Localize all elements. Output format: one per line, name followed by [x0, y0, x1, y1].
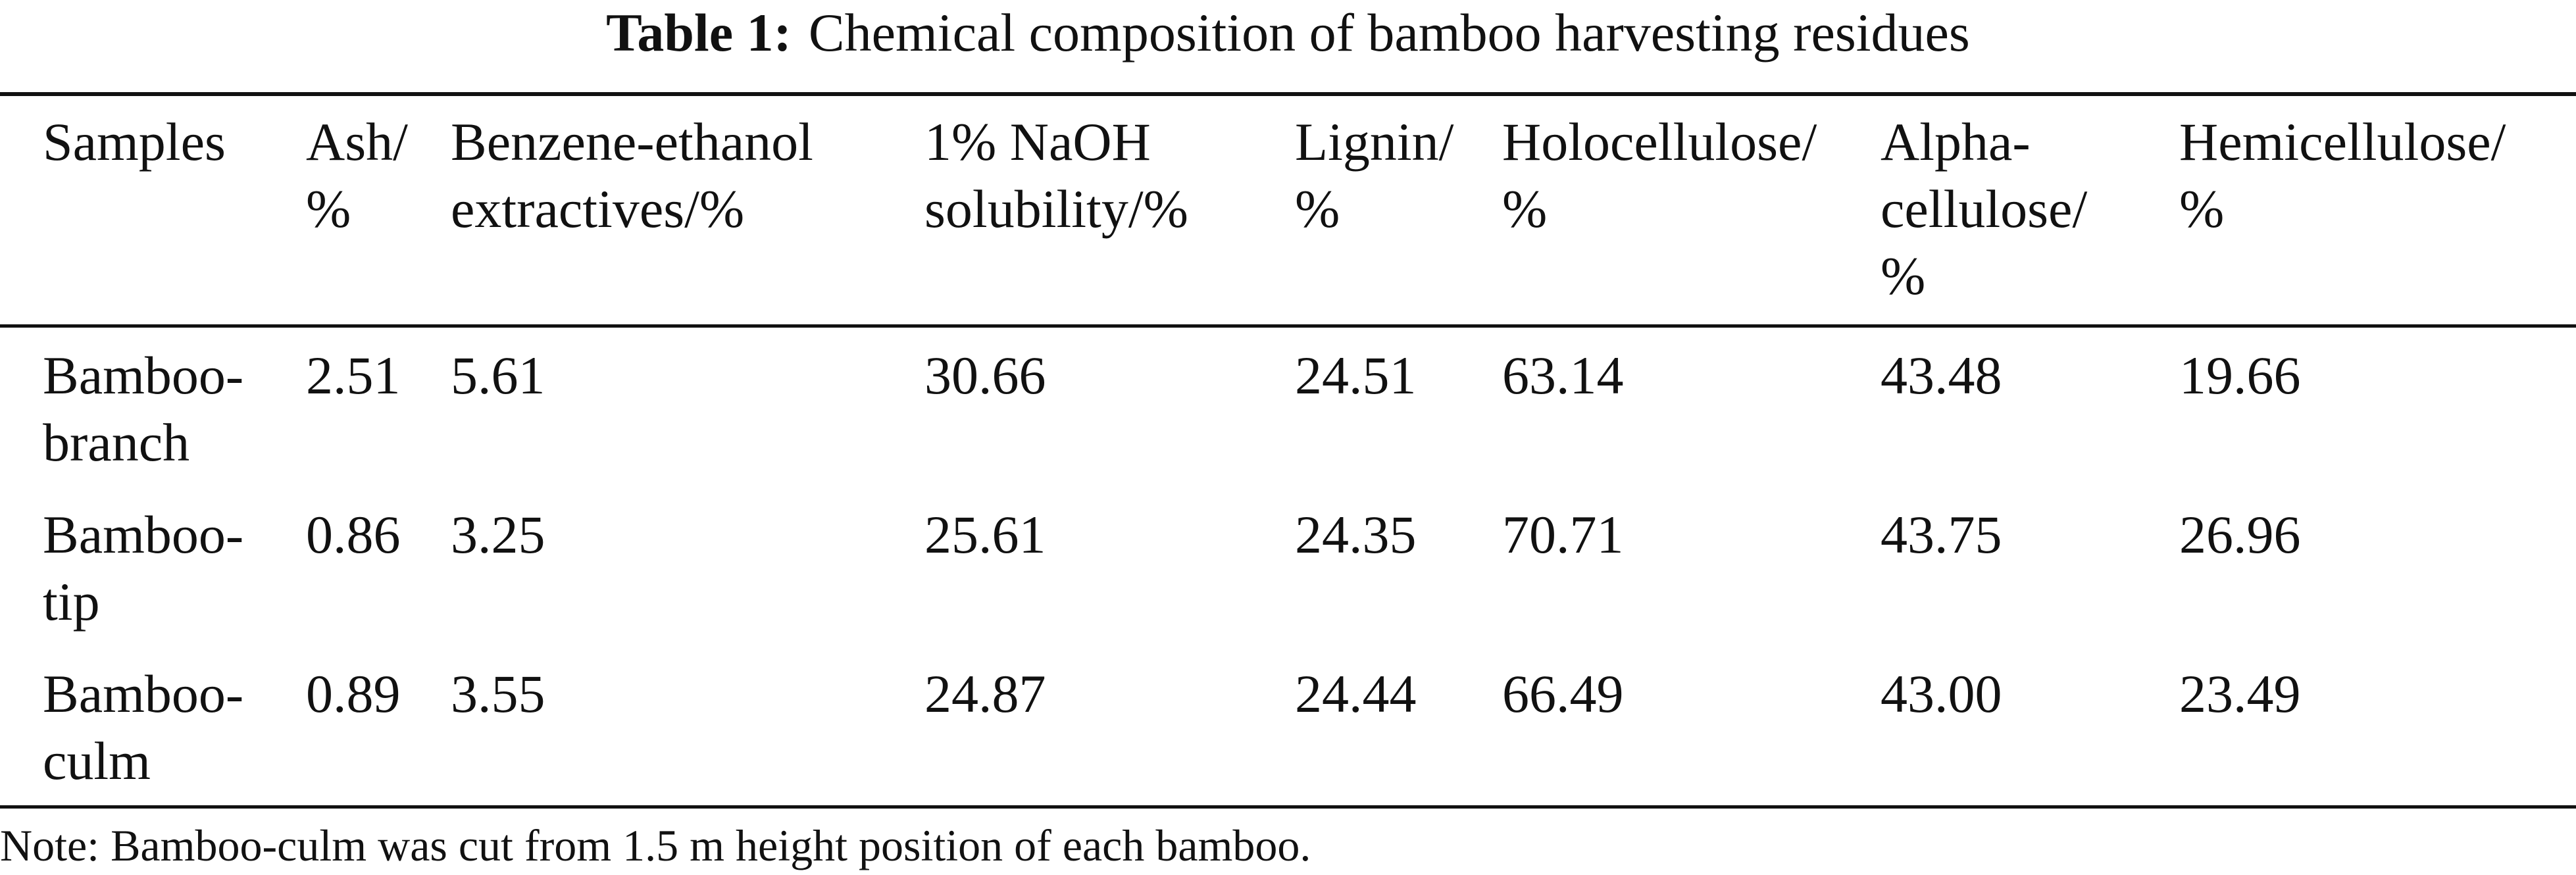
table-cell: 2.51 — [306, 345, 401, 405]
table-cell: 43.00 — [1881, 664, 2002, 724]
column-header-benzene-ethanol-extractives: Benzene-ethanol extractives/% — [451, 112, 813, 239]
table-footnote: Note: Bamboo-culm was cut from 1.5 m hei… — [0, 820, 1311, 870]
column-header-ash: Ash/ % — [306, 112, 408, 239]
column-header-holocellulose: Holocellulose/ % — [1502, 112, 1817, 239]
table-cell: 5.61 — [451, 345, 545, 405]
column-header-lignin: Lignin/ % — [1295, 112, 1454, 239]
table-cell: 25.61 — [924, 505, 1046, 564]
table-cell: 66.49 — [1502, 664, 1624, 724]
table-cell: 24.35 — [1295, 505, 1417, 564]
table-caption-label: Table 1: — [606, 3, 792, 63]
table-cell: 24.51 — [1295, 345, 1417, 405]
table-cell: 0.86 — [306, 505, 401, 564]
column-header-hemicellulose: Hemicellulose/ % — [2179, 112, 2506, 239]
table-cell: 30.66 — [924, 345, 1046, 405]
table-cell: 26.96 — [2179, 505, 2301, 564]
table-cell: 63.14 — [1502, 345, 1624, 405]
table-cell: 0.89 — [306, 664, 401, 724]
table-caption: Table 1: Chemical composition of bamboo h… — [0, 0, 2576, 72]
column-header-alpha-cellulose: Alpha- cellulose/ % — [1881, 112, 2088, 306]
table-cell: 3.55 — [451, 664, 545, 724]
table-cell: 23.49 — [2179, 664, 2301, 724]
table-header-rule — [0, 324, 2576, 328]
column-header-samples: Samples — [43, 112, 226, 172]
table-row-sample-label: Bamboo- tip — [43, 505, 244, 632]
table-bottom-rule — [0, 805, 2576, 809]
table-caption-text: Chemical composition of bamboo harvestin… — [808, 3, 1970, 63]
table-cell: 70.71 — [1502, 505, 1624, 564]
table-cell: 43.48 — [1881, 345, 2002, 405]
table-row-sample-label: Bamboo- culm — [43, 664, 244, 791]
column-header-naoh-solubility: 1% NaOH solubility/% — [924, 112, 1188, 239]
table-cell: 24.87 — [924, 664, 1046, 724]
table-cell: 43.75 — [1881, 505, 2002, 564]
table-cell: 24.44 — [1295, 664, 1417, 724]
table-top-rule — [0, 92, 2576, 96]
table-cell: 3.25 — [451, 505, 545, 564]
table-cell: 19.66 — [2179, 345, 2301, 405]
table-row-sample-label: Bamboo- branch — [43, 345, 244, 472]
